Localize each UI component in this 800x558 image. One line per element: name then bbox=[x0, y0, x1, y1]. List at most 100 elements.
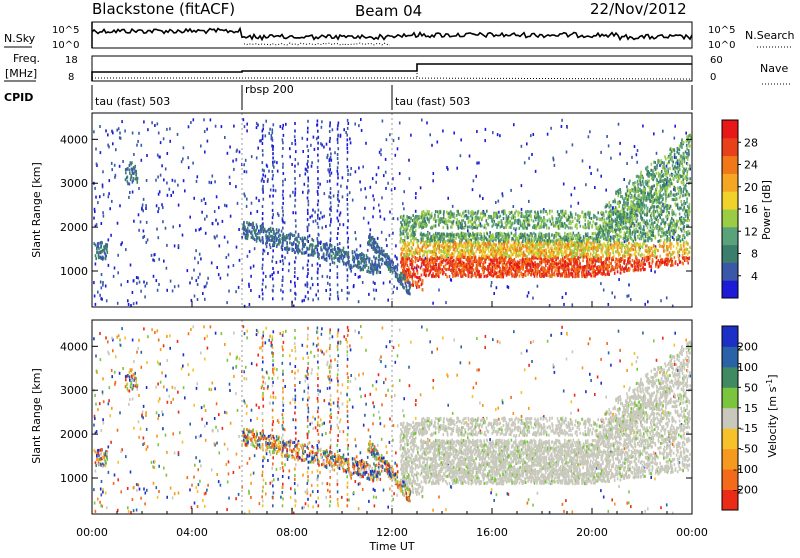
power-cell bbox=[648, 262, 650, 265]
power-cell bbox=[318, 297, 320, 300]
power-cell bbox=[552, 157, 554, 160]
power-cell bbox=[400, 254, 402, 257]
power-cell bbox=[611, 291, 613, 294]
power-cell bbox=[288, 269, 290, 272]
power-cell bbox=[188, 125, 190, 128]
power-cell bbox=[166, 289, 168, 292]
power-cell bbox=[497, 236, 499, 239]
power-cell bbox=[615, 258, 617, 261]
power-cell bbox=[140, 220, 142, 223]
power-cell bbox=[257, 147, 259, 150]
power-cell bbox=[409, 229, 411, 232]
power-cell bbox=[678, 227, 680, 230]
power-cell bbox=[129, 172, 131, 175]
power-cell bbox=[465, 239, 467, 242]
freq-panel-frame bbox=[92, 56, 692, 81]
power-cell bbox=[457, 262, 459, 265]
power-cell bbox=[600, 256, 602, 259]
power-cell bbox=[99, 294, 101, 297]
power-cell bbox=[407, 236, 409, 239]
power-cell bbox=[354, 251, 356, 254]
power-cell bbox=[262, 240, 264, 243]
power-cell bbox=[302, 237, 304, 240]
power-cell bbox=[317, 271, 319, 274]
power-cell bbox=[571, 268, 573, 271]
power-cell bbox=[343, 263, 345, 266]
power-cell bbox=[101, 241, 103, 244]
power-cell bbox=[138, 229, 140, 232]
power-cell bbox=[368, 293, 370, 296]
power-cell bbox=[204, 151, 206, 154]
power-cell bbox=[265, 120, 267, 123]
power-cell bbox=[181, 160, 183, 163]
power-cell bbox=[218, 273, 220, 276]
power-cell bbox=[250, 266, 252, 269]
power-cell bbox=[373, 270, 375, 273]
power-cell bbox=[495, 239, 497, 242]
power-cell bbox=[686, 200, 688, 203]
power-cell bbox=[421, 274, 423, 277]
power-cell bbox=[305, 168, 307, 171]
power-cell bbox=[588, 135, 590, 138]
power-cell bbox=[96, 223, 98, 226]
power-cell bbox=[282, 284, 284, 287]
power-cell bbox=[262, 217, 264, 220]
power-cell bbox=[239, 259, 241, 262]
power-cell bbox=[618, 234, 620, 237]
power-cell bbox=[307, 197, 309, 200]
power-cell bbox=[635, 265, 637, 268]
power-cell bbox=[398, 137, 400, 140]
power-cell bbox=[307, 247, 309, 250]
power-cell bbox=[282, 138, 284, 141]
power-cell bbox=[205, 232, 207, 235]
power-cell bbox=[253, 228, 255, 231]
power-cell bbox=[680, 240, 682, 243]
power-cell bbox=[424, 273, 426, 276]
power-cell bbox=[274, 234, 276, 237]
power-cell bbox=[102, 249, 104, 252]
power-cell bbox=[438, 241, 440, 244]
power-cell bbox=[195, 249, 197, 252]
power-cell bbox=[308, 189, 310, 192]
power-cell bbox=[381, 263, 383, 266]
power-cell bbox=[616, 266, 618, 269]
power-cell bbox=[323, 146, 325, 149]
power-cell bbox=[96, 251, 98, 254]
power-cell bbox=[656, 206, 658, 209]
power-cell bbox=[347, 274, 349, 277]
power-cell bbox=[340, 185, 342, 188]
power-cell bbox=[294, 194, 296, 197]
power-cell bbox=[576, 239, 578, 242]
power-cell bbox=[475, 259, 477, 262]
power-cell bbox=[118, 127, 120, 130]
power-cell bbox=[268, 170, 270, 173]
power-cell bbox=[336, 251, 338, 254]
power-cell bbox=[266, 245, 268, 248]
power-cell bbox=[595, 240, 597, 243]
power-cell bbox=[268, 228, 270, 231]
power-cell bbox=[365, 196, 367, 199]
power-cell bbox=[658, 266, 660, 269]
power-cell bbox=[166, 244, 168, 247]
power-cell bbox=[194, 257, 196, 260]
power-cell bbox=[120, 137, 122, 140]
power-cell bbox=[273, 189, 275, 192]
power-cell bbox=[337, 176, 339, 179]
power-cell bbox=[612, 207, 614, 210]
power-cell bbox=[553, 273, 555, 276]
power-cell bbox=[195, 229, 197, 232]
power-cell bbox=[329, 163, 331, 166]
noise-search-trace bbox=[244, 43, 390, 45]
power-cell bbox=[271, 273, 273, 276]
power-cell bbox=[330, 293, 332, 296]
power-cell bbox=[445, 260, 447, 263]
power-cell bbox=[287, 236, 289, 239]
power-cell bbox=[397, 147, 399, 150]
power-cell bbox=[244, 125, 246, 128]
power-cell bbox=[233, 168, 235, 171]
power-cell bbox=[163, 260, 165, 263]
power-cell bbox=[587, 258, 589, 261]
power-cell bbox=[337, 265, 339, 268]
power-cell bbox=[531, 153, 533, 156]
power-cell bbox=[127, 299, 129, 302]
